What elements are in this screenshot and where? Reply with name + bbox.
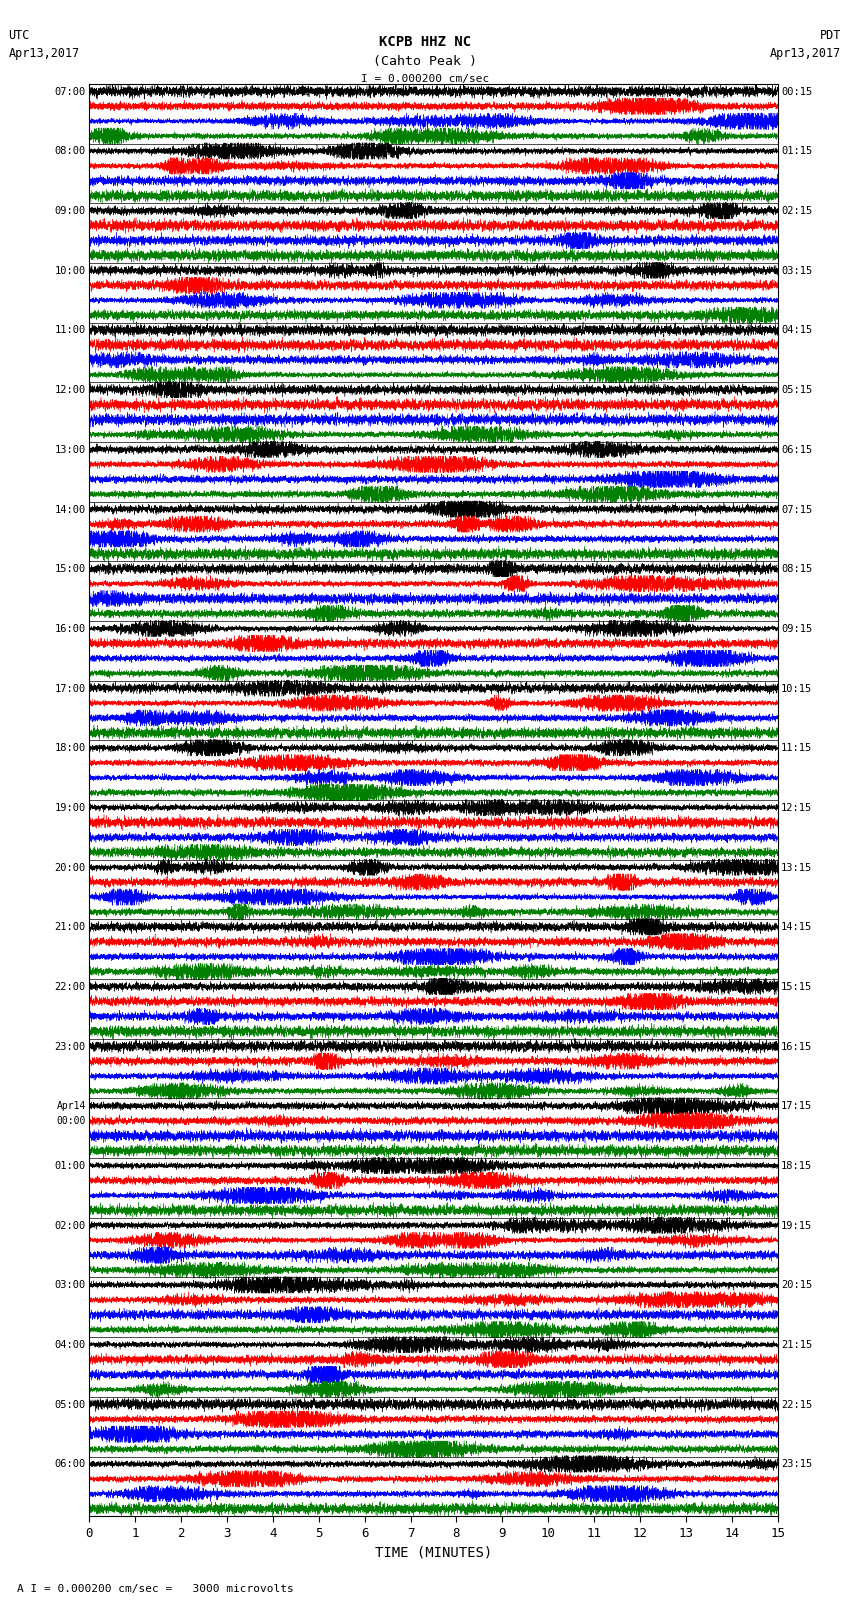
Text: 22:15: 22:15 — [781, 1400, 813, 1410]
Text: 18:15: 18:15 — [781, 1161, 813, 1171]
Text: 09:00: 09:00 — [54, 206, 86, 216]
Text: 03:15: 03:15 — [781, 266, 813, 276]
Text: 05:15: 05:15 — [781, 386, 813, 395]
Text: 10:15: 10:15 — [781, 684, 813, 694]
Text: 09:15: 09:15 — [781, 624, 813, 634]
Text: 17:15: 17:15 — [781, 1102, 813, 1111]
X-axis label: TIME (MINUTES): TIME (MINUTES) — [375, 1545, 492, 1560]
Text: 19:15: 19:15 — [781, 1221, 813, 1231]
Text: 12:00: 12:00 — [54, 386, 86, 395]
Text: UTC: UTC — [8, 29, 30, 42]
Text: 05:00: 05:00 — [54, 1400, 86, 1410]
Text: 16:00: 16:00 — [54, 624, 86, 634]
Text: 01:15: 01:15 — [781, 147, 813, 156]
Text: A I = 0.000200 cm/sec =   3000 microvolts: A I = 0.000200 cm/sec = 3000 microvolts — [17, 1584, 294, 1594]
Text: 04:00: 04:00 — [54, 1340, 86, 1350]
Text: 11:00: 11:00 — [54, 326, 86, 336]
Text: 00:00: 00:00 — [56, 1116, 86, 1126]
Text: 07:15: 07:15 — [781, 505, 813, 515]
Text: 17:00: 17:00 — [54, 684, 86, 694]
Text: 06:00: 06:00 — [54, 1460, 86, 1469]
Text: 22:00: 22:00 — [54, 982, 86, 992]
Text: I = 0.000200 cm/sec: I = 0.000200 cm/sec — [361, 74, 489, 84]
Text: 08:15: 08:15 — [781, 565, 813, 574]
Text: 02:00: 02:00 — [54, 1221, 86, 1231]
Text: 07:00: 07:00 — [54, 87, 86, 97]
Text: KCPB HHZ NC: KCPB HHZ NC — [379, 35, 471, 50]
Text: 23:00: 23:00 — [54, 1042, 86, 1052]
Text: 02:15: 02:15 — [781, 206, 813, 216]
Text: 10:00: 10:00 — [54, 266, 86, 276]
Text: 20:00: 20:00 — [54, 863, 86, 873]
Text: 06:15: 06:15 — [781, 445, 813, 455]
Text: (Cahto Peak ): (Cahto Peak ) — [373, 55, 477, 68]
Text: 16:15: 16:15 — [781, 1042, 813, 1052]
Text: 13:15: 13:15 — [781, 863, 813, 873]
Text: Apr13,2017: Apr13,2017 — [8, 47, 80, 60]
Text: 20:15: 20:15 — [781, 1281, 813, 1290]
Text: 23:15: 23:15 — [781, 1460, 813, 1469]
Text: 08:00: 08:00 — [54, 147, 86, 156]
Text: 18:00: 18:00 — [54, 744, 86, 753]
Text: 03:00: 03:00 — [54, 1281, 86, 1290]
Text: 15:00: 15:00 — [54, 565, 86, 574]
Text: 12:15: 12:15 — [781, 803, 813, 813]
Text: 11:15: 11:15 — [781, 744, 813, 753]
Text: 15:15: 15:15 — [781, 982, 813, 992]
Text: Apr13,2017: Apr13,2017 — [770, 47, 842, 60]
Text: Apr14: Apr14 — [56, 1102, 86, 1111]
Text: 14:00: 14:00 — [54, 505, 86, 515]
Text: 04:15: 04:15 — [781, 326, 813, 336]
Text: 19:00: 19:00 — [54, 803, 86, 813]
Text: 00:15: 00:15 — [781, 87, 813, 97]
Text: 14:15: 14:15 — [781, 923, 813, 932]
Text: 13:00: 13:00 — [54, 445, 86, 455]
Text: 21:15: 21:15 — [781, 1340, 813, 1350]
Text: 21:00: 21:00 — [54, 923, 86, 932]
Text: 01:00: 01:00 — [54, 1161, 86, 1171]
Text: PDT: PDT — [820, 29, 842, 42]
